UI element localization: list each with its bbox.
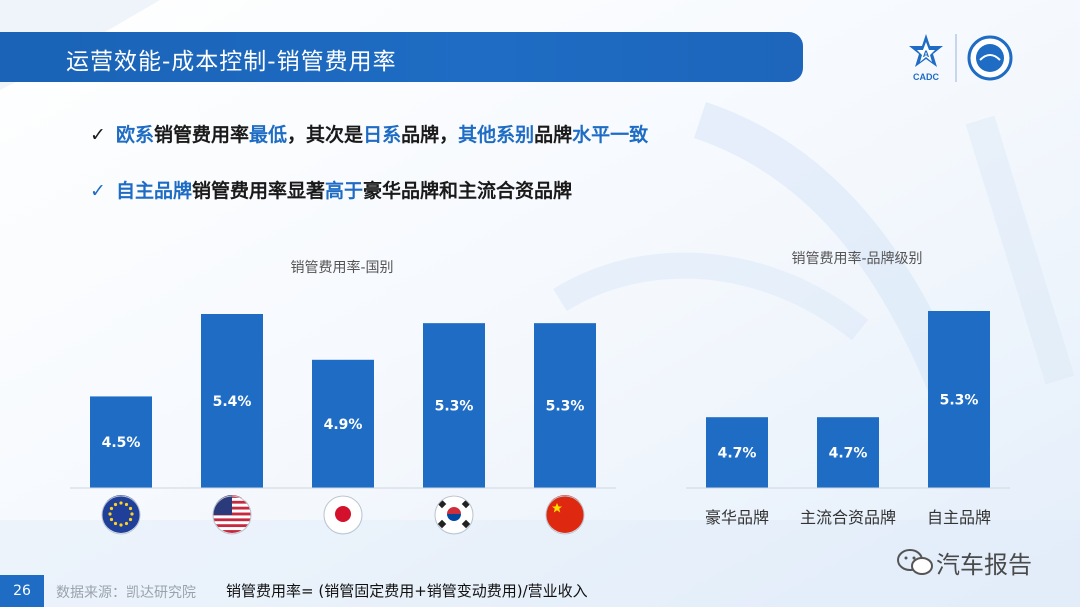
china-flag-icon: [545, 495, 585, 535]
bar: [90, 396, 152, 488]
bar: [534, 323, 596, 488]
page-number: 26: [0, 575, 44, 607]
bar: [312, 359, 374, 488]
bullet-text-segment: 水平一致: [572, 124, 649, 146]
korea-flag-icon: [434, 495, 474, 535]
data-label: 4.7%: [718, 446, 757, 462]
data-label: 5.3%: [940, 393, 979, 409]
category-label: 自主品牌: [927, 508, 991, 527]
bar: [928, 311, 990, 488]
chart-1: 销管费用率-品牌级别 4.7% 4.7% 5.3% 豪华品牌 主流合资品牌 自主品牌: [686, 250, 1010, 527]
bar: [201, 314, 263, 488]
chart-title: 销管费用率-国别: [290, 259, 393, 276]
bar: [706, 417, 768, 488]
checkmark-icon: ✓: [90, 124, 106, 146]
page-title: 运营效能-成本控制-销管费用率: [66, 49, 397, 75]
bullet-text-segment: 品牌，: [401, 124, 459, 146]
bullet-text-segment: 销管费用率: [154, 124, 250, 146]
bar: [817, 417, 879, 488]
watermark-text: 汽车报告: [936, 551, 1032, 579]
category-label: 豪华品牌: [705, 508, 769, 527]
svg-text:A: A: [923, 49, 930, 59]
data-label: 5.4%: [213, 394, 252, 410]
chart-0: 销管费用率-国别 4.5% 5.4% 4.9% 5.3% 5.3%: [70, 259, 616, 535]
bullet-text-segment: 自主品牌: [116, 180, 193, 202]
bullet-text-segment: 品牌: [534, 124, 573, 146]
category-label: 主流合资品牌: [800, 508, 896, 527]
data-source: 数据来源：凯达研究院: [56, 585, 196, 601]
data-label: 4.5%: [102, 435, 141, 451]
data-label: 5.3%: [546, 399, 585, 415]
chart-title: 销管费用率-品牌级别: [791, 250, 922, 267]
title-bar: [0, 32, 803, 82]
bullet-text-segment: 销管费用率显著: [192, 180, 326, 202]
bullet-text-segment: ，其次是: [287, 124, 364, 146]
eu-flag-icon: [101, 495, 141, 535]
bullet-text-segment: 欧系: [116, 124, 155, 146]
bullet-text-segment: 最低: [249, 124, 288, 146]
bullet-text-segment: 日系: [363, 124, 402, 146]
bar: [423, 323, 485, 488]
cadc-logo: A CADC: [909, 34, 1013, 82]
bullet-text-segment: 豪华品牌和主流合资品牌: [363, 180, 573, 202]
data-label: 5.3%: [435, 399, 474, 415]
bullet-2: ✓ 自主品牌销管费用率显著高于豪华品牌和主流合资品牌: [90, 176, 572, 203]
formula-text: 销管费用率= (销管固定费用+销管变动费用)/营业收入: [226, 582, 588, 600]
data-label: 4.9%: [324, 417, 363, 433]
bullet-text-segment: 高于: [325, 180, 364, 202]
checkmark-icon: ✓: [90, 180, 106, 202]
wechat-icon: [897, 549, 933, 575]
logo-text: CADC: [913, 72, 939, 82]
us-flag-icon: [212, 495, 252, 535]
data-label: 4.7%: [829, 446, 868, 462]
japan-flag-icon: [323, 495, 363, 535]
bullet-1: ✓ 欧系销管费用率最低，其次是日系品牌，其他系别品牌水平一致: [90, 120, 648, 147]
bullet-text-segment: 其他系别: [458, 124, 535, 146]
